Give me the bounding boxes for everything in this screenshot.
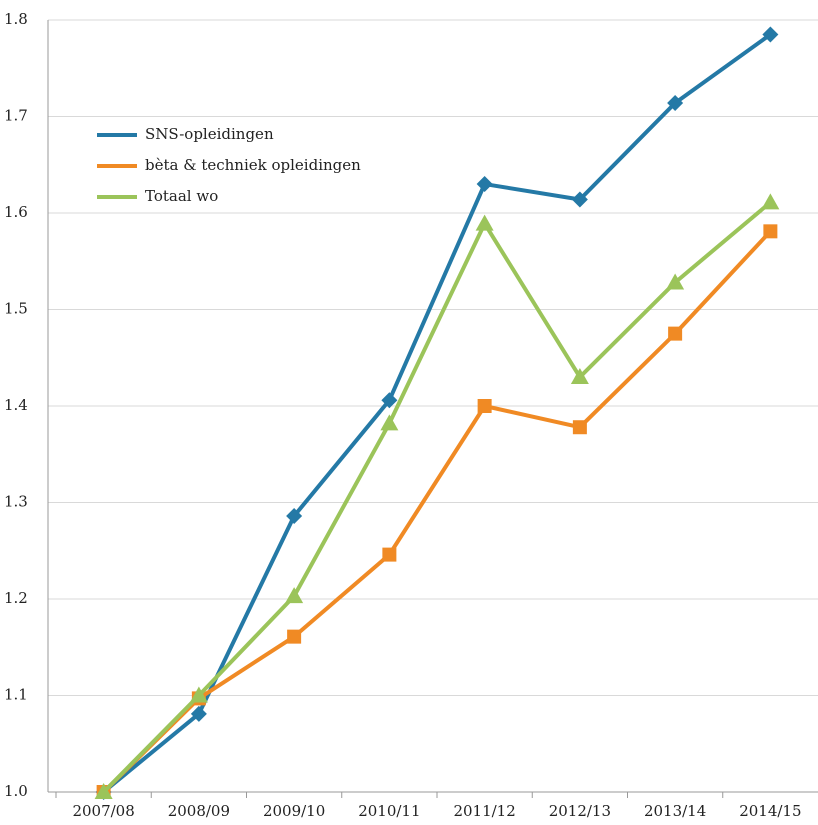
- y-tick-label: 1.7: [4, 107, 28, 125]
- marker: [667, 94, 684, 111]
- x-tick-label: 2011/12: [453, 802, 515, 820]
- marker: [477, 399, 492, 413]
- marker: [287, 629, 302, 644]
- y-tick-label: 1.3: [4, 493, 28, 511]
- y-tick-label: 1.5: [4, 300, 28, 318]
- x-tick-label: 2012/13: [549, 802, 611, 820]
- series-line: [102, 32, 772, 794]
- x-tick-label: 2009/10: [263, 802, 325, 820]
- marker: [571, 191, 588, 208]
- marker: [382, 547, 397, 562]
- legend-label: bèta & techniek opleidingen: [145, 156, 361, 174]
- series-line: [102, 200, 772, 794]
- x-tick-label: 2008/09: [168, 802, 230, 820]
- legend-label: Totaal wo: [145, 187, 218, 205]
- x-tick-label: 2010/11: [358, 802, 420, 820]
- marker: [190, 705, 207, 722]
- marker: [762, 26, 779, 43]
- marker: [666, 273, 685, 290]
- marker: [570, 368, 589, 385]
- y-tick-label: 1.6: [4, 203, 28, 221]
- y-tick-label: 1.1: [4, 686, 28, 704]
- x-tick-label: 2014/15: [739, 802, 801, 820]
- x-tick-label: 2013/14: [644, 802, 706, 820]
- y-tick-label: 1.0: [4, 782, 28, 800]
- marker: [94, 783, 113, 799]
- series-line: [102, 229, 772, 794]
- marker: [189, 686, 208, 703]
- marker: [572, 420, 587, 435]
- marker: [381, 392, 398, 409]
- marker: [763, 224, 778, 239]
- marker: [380, 414, 399, 431]
- x-tick-label: 2007/08: [72, 802, 134, 820]
- marker: [475, 214, 494, 231]
- y-tick-label: 1.2: [4, 589, 28, 607]
- y-tick-label: 1.8: [4, 10, 28, 28]
- marker: [761, 193, 780, 210]
- marker: [286, 508, 303, 525]
- y-tick-label: 1.4: [4, 396, 28, 414]
- legend-label: SNS-opleidingen: [145, 125, 274, 143]
- marker: [476, 176, 493, 193]
- marker: [668, 326, 683, 341]
- marker: [285, 587, 304, 604]
